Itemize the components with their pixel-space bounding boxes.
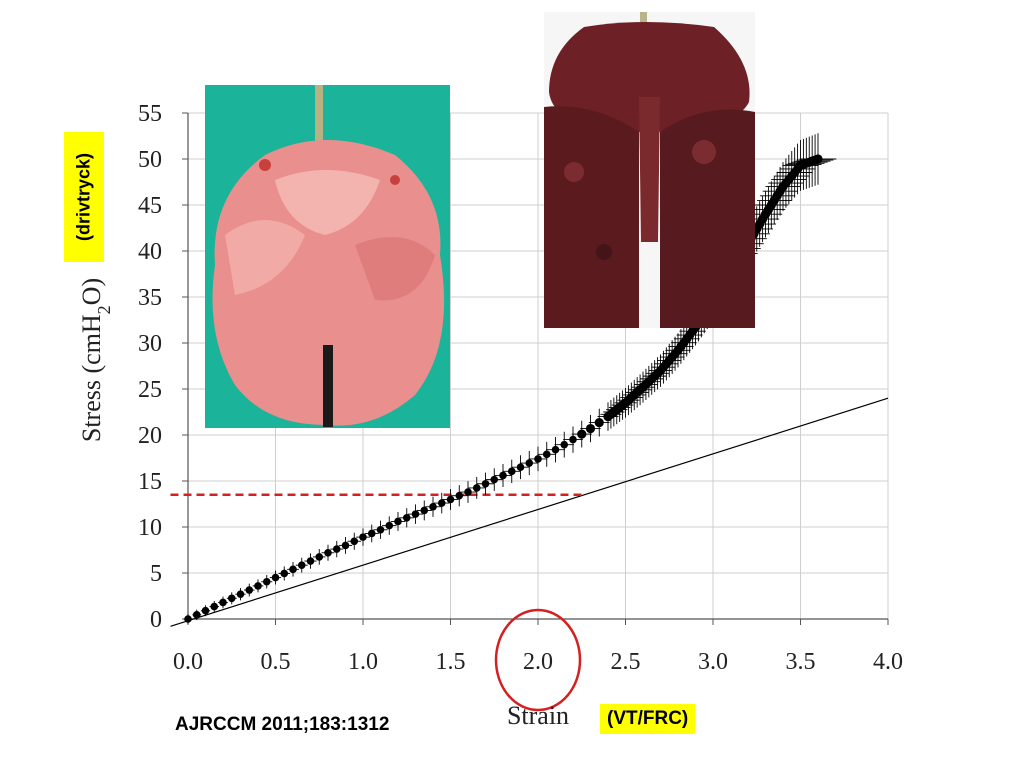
data-point	[594, 417, 604, 428]
data-point	[585, 423, 596, 434]
data-point	[210, 602, 219, 611]
data-point	[464, 488, 472, 496]
data-point	[813, 154, 823, 164]
data-point	[437, 499, 446, 507]
data-point	[184, 615, 192, 623]
data-point	[411, 510, 420, 518]
data-point	[455, 491, 464, 500]
data-point	[569, 435, 577, 444]
data-point	[341, 541, 350, 550]
data-point	[192, 611, 201, 619]
data-point	[359, 533, 367, 541]
y-tick-label: 30	[138, 331, 162, 357]
y-tick-label: 20	[138, 423, 162, 449]
highlight-circle	[494, 608, 582, 712]
data-point	[481, 479, 490, 488]
data-point	[245, 586, 254, 594]
data-point	[394, 517, 402, 526]
data-point	[254, 582, 262, 590]
data-point	[577, 429, 587, 439]
photo-injured-lung	[544, 12, 755, 328]
data-point	[315, 553, 324, 561]
data-point	[446, 495, 455, 504]
data-point	[560, 440, 569, 449]
x-tick-label: 0.5	[261, 649, 291, 675]
data-point	[350, 537, 359, 546]
data-point	[472, 484, 481, 492]
data-point	[376, 525, 385, 534]
data-point	[525, 459, 534, 467]
data-point	[507, 467, 516, 476]
linear-reference-line	[170, 397, 889, 627]
x-tick-label: 1.0	[348, 649, 378, 675]
y-tick-label: 5	[150, 561, 162, 587]
x-axis-title: Strain	[507, 701, 569, 730]
data-point	[542, 450, 551, 459]
data-point	[402, 514, 411, 522]
ylabel-highlight: (drivtryck)	[64, 132, 104, 262]
data-point	[490, 475, 499, 484]
x-tick-label: 2.0	[523, 649, 553, 675]
y-tick-label: 15	[138, 469, 162, 495]
y-tick-label: 50	[138, 147, 162, 173]
data-point	[516, 463, 525, 472]
y-tick-label: 10	[138, 515, 162, 541]
y-tick-label: 25	[138, 377, 162, 403]
data-point	[429, 502, 437, 511]
highlight-circle-mark	[494, 608, 582, 712]
y-tick-label: 35	[138, 285, 162, 311]
x-tick-label: 2.5	[611, 649, 641, 675]
data-point	[280, 569, 289, 578]
data-point	[289, 565, 297, 574]
data-point	[499, 471, 507, 480]
y-tick-label: 40	[138, 239, 162, 265]
data-point	[271, 573, 280, 582]
x-tick-label: 3.0	[698, 649, 728, 675]
data-point	[236, 590, 245, 598]
x-tick-labels: 0.0 0.5 1.0 1.5 2.0 2.5 3.0 3.5 4.0	[173, 649, 903, 675]
y-axis-title: Stress (cmH2O)	[77, 278, 114, 442]
y-tick-labels: 0 5 10 15 20 25 30 35 40 45 50 55	[138, 101, 162, 633]
data-point	[420, 506, 429, 515]
x-tick-label: 0.0	[173, 649, 203, 675]
x-tick-label: 1.5	[436, 649, 466, 675]
data-point	[332, 545, 341, 553]
data-point	[306, 557, 315, 565]
y-tick-label: 45	[138, 193, 162, 219]
citation-text: AJRCCM 2011;183:1312	[175, 714, 390, 735]
data-point	[201, 606, 210, 615]
data-point	[227, 594, 236, 603]
y-tick-label: 0	[150, 607, 162, 633]
data-point	[297, 561, 306, 569]
linear-reference-line	[170, 397, 889, 627]
data-point	[367, 529, 376, 538]
x-tick-label: 3.5	[786, 649, 816, 675]
data-point	[534, 455, 542, 463]
photo-healthy-lung	[205, 85, 450, 428]
x-tick-label: 4.0	[873, 649, 903, 675]
data-point	[324, 548, 332, 557]
data-point	[385, 521, 394, 530]
data-point	[551, 445, 560, 454]
y-tick-label: 55	[138, 101, 162, 127]
chart-axes	[182, 112, 889, 625]
data-point	[262, 577, 271, 586]
xlabel-highlight: (VT/FRC)	[600, 704, 696, 734]
data-point	[219, 598, 227, 607]
